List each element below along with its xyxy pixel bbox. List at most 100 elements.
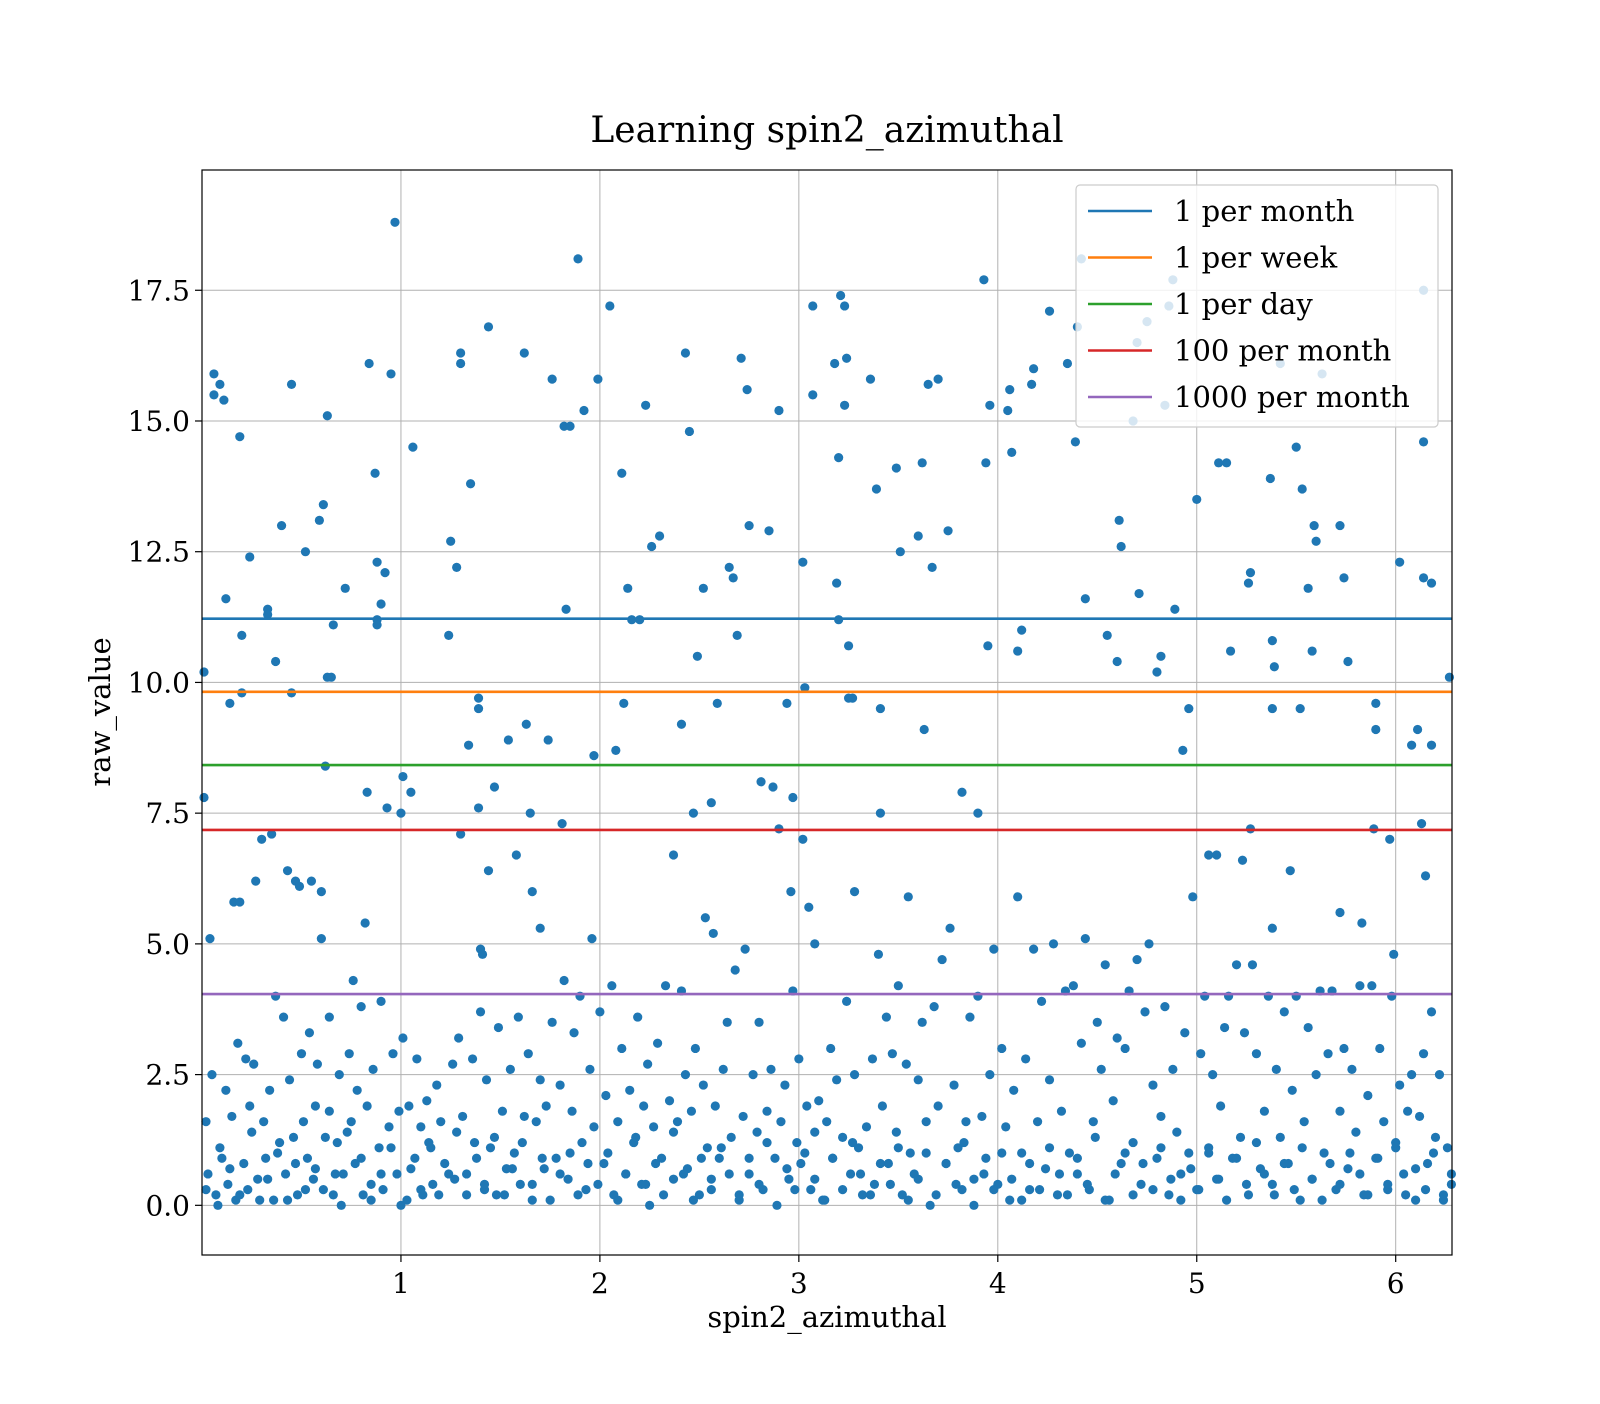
scatter-point xyxy=(1416,819,1427,829)
scatter-point xyxy=(869,1179,880,1190)
scatter-point xyxy=(891,463,901,473)
scatter-point xyxy=(740,944,750,954)
scatter-point xyxy=(225,698,235,708)
scatter-point xyxy=(1251,1049,1262,1059)
scatter-point xyxy=(830,358,840,369)
scatter-point xyxy=(941,1158,951,1169)
scatter-point xyxy=(1096,1064,1106,1074)
scatter-point xyxy=(448,1059,458,1069)
scatter-point xyxy=(1434,1070,1445,1080)
scatter-point xyxy=(559,975,569,986)
x-tick-label: 1 xyxy=(392,1267,410,1300)
scatter-point xyxy=(1148,1185,1158,1195)
scatter-point xyxy=(263,1174,273,1184)
scatter-point xyxy=(1108,1096,1118,1106)
scatter-point xyxy=(253,1174,263,1184)
scatter-point xyxy=(838,1185,848,1195)
scatter-point xyxy=(471,1153,482,1163)
scatter-point xyxy=(969,1174,979,1184)
scatter-point xyxy=(382,803,392,813)
scatter-point xyxy=(1335,1106,1345,1116)
scatter-point xyxy=(672,1117,683,1127)
scatter-point xyxy=(378,1185,388,1195)
scatter-point xyxy=(261,1153,271,1163)
scatter-point xyxy=(1267,703,1277,714)
scatter-point xyxy=(265,1085,275,1095)
scatter-point xyxy=(776,1117,786,1127)
scatter-point xyxy=(1029,364,1039,374)
scatter-point xyxy=(370,468,380,478)
y-tick-label: 7.5 xyxy=(145,797,190,830)
scatter-point xyxy=(300,547,311,557)
scatter-point xyxy=(1335,520,1345,531)
scatter-point xyxy=(680,348,691,358)
scatter-point xyxy=(599,1158,609,1169)
scatter-point xyxy=(698,583,708,593)
scatter-point xyxy=(477,949,488,959)
scatter-point xyxy=(473,703,484,714)
scatter-point xyxy=(565,1148,575,1158)
scatter-point xyxy=(1017,1195,1027,1205)
scatter-point xyxy=(857,1190,868,1200)
scatter-point xyxy=(985,1070,995,1080)
threshold-lines xyxy=(202,617,1452,996)
scatter-point xyxy=(724,1169,734,1179)
scatter-point xyxy=(607,981,617,991)
scatter-point xyxy=(364,358,374,369)
scatter-point xyxy=(800,1148,810,1158)
scatter-point xyxy=(943,526,953,536)
scatter-point xyxy=(875,1158,886,1169)
scatter-point xyxy=(965,1012,975,1022)
scatter-point xyxy=(959,1137,969,1148)
scatter-point xyxy=(613,1195,623,1205)
scatter-point xyxy=(601,1090,611,1101)
scatter-point xyxy=(209,390,219,400)
scatter-point xyxy=(569,1028,579,1038)
scatter-point xyxy=(639,1101,649,1111)
scatter-point xyxy=(440,1158,450,1169)
scatter-point xyxy=(235,1190,245,1200)
scatter-point xyxy=(1172,1127,1182,1137)
scatter-point xyxy=(1259,1106,1269,1116)
scatter-point xyxy=(1325,1158,1335,1169)
scatter-point xyxy=(1395,1080,1405,1090)
scatter-point xyxy=(647,541,657,552)
scatter-point xyxy=(290,1158,301,1169)
scatter-point xyxy=(497,1106,508,1116)
scatter-point xyxy=(1343,1164,1353,1174)
scatter-point xyxy=(1025,1158,1035,1169)
scatter-point xyxy=(398,771,408,782)
scatter-point xyxy=(1418,1049,1429,1059)
scatter-point xyxy=(503,735,513,745)
scatter-point xyxy=(1009,1085,1019,1095)
scatter-point xyxy=(1426,578,1437,588)
scatter-point xyxy=(1044,306,1055,316)
scatter-point xyxy=(973,808,983,818)
scatter-point xyxy=(485,1143,496,1153)
scatter-point xyxy=(475,1007,486,1017)
scatter-point xyxy=(312,1059,322,1069)
scatter-point xyxy=(1184,703,1194,714)
x-tick-label: 6 xyxy=(1387,1267,1405,1300)
scatter-point xyxy=(945,923,955,933)
scatter-point xyxy=(1347,1064,1357,1074)
scatter-point xyxy=(338,1169,348,1179)
scatter-point xyxy=(1297,1143,1307,1153)
scatter-point xyxy=(318,1185,328,1195)
scatter-point xyxy=(324,1012,334,1022)
scatter-point xyxy=(535,923,545,933)
scatter-point xyxy=(893,981,903,991)
x-tick-label: 2 xyxy=(591,1267,609,1300)
scatter-point xyxy=(1407,1070,1417,1080)
scatter-point xyxy=(834,452,844,463)
scatter-point xyxy=(456,829,466,839)
scatter-point xyxy=(1389,949,1399,959)
scatter-point xyxy=(840,400,850,410)
scatter-point xyxy=(712,698,722,708)
scatter-point xyxy=(1275,1132,1285,1142)
scatter-point xyxy=(547,374,557,384)
scatter-point xyxy=(374,1143,384,1153)
scatter-point xyxy=(306,876,317,886)
scatter-point xyxy=(215,379,225,389)
scatter-point xyxy=(1144,939,1154,949)
